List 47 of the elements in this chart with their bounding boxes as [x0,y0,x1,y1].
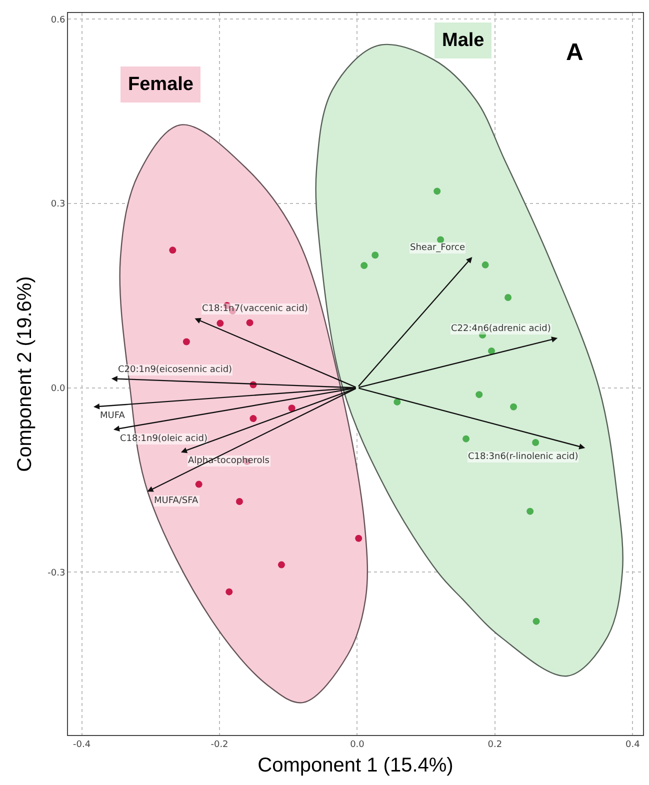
x-axis-title: Component 1 (15.4%) [258,754,454,776]
point [510,403,518,410]
point [482,261,489,268]
point [355,534,362,542]
series-label: Male [442,30,484,51]
annotation: C22:4n6(adrenic acid) [451,324,551,334]
x-tick-label: 0.2 [488,740,502,750]
x-tick-label: -0.4 [72,740,91,750]
point [532,439,540,446]
annotation: MUFA/SFA [154,496,199,506]
y-tick-label: -0.3 [48,568,66,578]
annotation: C20:1n9(eicosennic acid) [118,365,232,375]
series-label: Female [128,74,194,95]
point [169,246,176,254]
annotation: C18:3n6(r-linolenic acid) [468,452,578,462]
point [504,294,512,301]
annotation: A [566,39,584,66]
point [394,398,401,406]
point [476,391,483,398]
point [526,508,534,515]
y-tick-label: 0.3 [50,200,66,210]
point [182,338,190,346]
point [226,588,233,596]
point [250,415,257,422]
annotation: C18:1n7(vaccenic acid) [202,304,308,314]
annotation: MUFA [100,411,126,421]
point [437,236,444,244]
point [236,498,243,505]
point [360,262,368,270]
y-tick-label: 0.6 [50,15,66,26]
x-tick-label: 0.4 [626,740,640,750]
point [216,320,224,327]
annotation: Shear_Force [410,243,466,253]
point [372,252,379,259]
point [195,480,202,488]
point [288,404,296,412]
point [462,435,470,442]
point [532,618,540,625]
point [434,188,441,195]
x-tick-label: -0.2 [210,740,228,750]
x-tick-label: 0.0 [350,740,365,750]
point [246,319,254,326]
point [278,561,285,568]
y-axis-title: Component 2 (19.6%) [14,276,36,472]
annotation: C18:1n9(oleic acid) [120,434,208,444]
y-tick-label: 0.0 [50,384,66,394]
point [488,347,495,354]
